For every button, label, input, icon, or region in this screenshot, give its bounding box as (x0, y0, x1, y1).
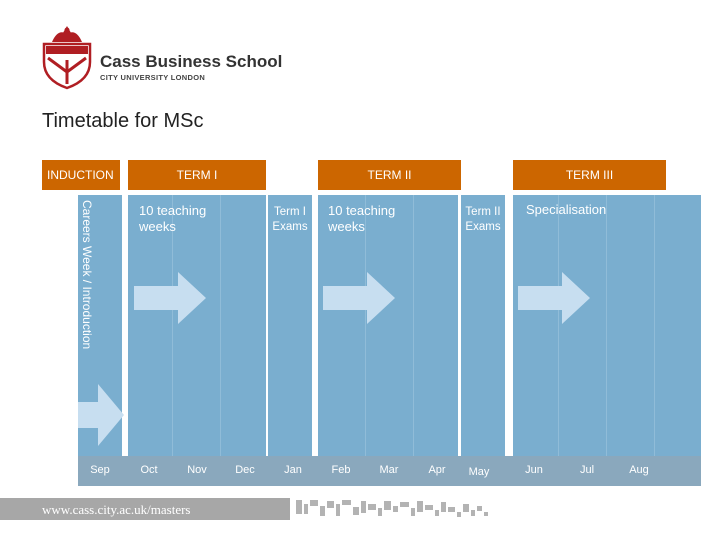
term3-column (513, 195, 701, 457)
arrow-right-icon (323, 272, 395, 324)
induction-text-wrap: Careers Week / Introduction (79, 200, 109, 380)
term2-band: TERM II (318, 160, 461, 190)
university-name: CITY UNIVERSITY LONDON (100, 73, 206, 82)
term1-exams-text: Term I Exams (272, 206, 308, 233)
arrow-right-icon (78, 384, 124, 446)
month-divider (172, 195, 173, 457)
footer-url: www.cass.city.ac.uk/masters (42, 502, 191, 517)
month-label-jul: Jul (579, 464, 595, 476)
month-label-oct: Oct (140, 464, 158, 476)
month-divider (413, 195, 414, 457)
arrow-right-icon (518, 272, 590, 324)
month-label-sep: Sep (90, 464, 110, 476)
induction-text: Careers Week / Introduction (80, 200, 94, 350)
month-label-jan: Jan (284, 464, 302, 476)
arrow-right-icon (134, 272, 206, 324)
crest-icon (42, 26, 92, 90)
month-label-apr: Apr (428, 464, 446, 476)
month-divider (654, 195, 655, 457)
footer-bar (0, 498, 290, 520)
school-name: Cass Business School (100, 52, 283, 71)
term2-label: TERM II (367, 168, 412, 182)
induction-label: INDUCTION (47, 168, 114, 182)
term1-band: TERM I (128, 160, 266, 190)
decorative-pattern (296, 500, 488, 517)
month-divider (220, 195, 221, 457)
month-label-nov: Nov (187, 464, 207, 476)
term2-teaching-text: 10 teaching weeks (328, 203, 396, 234)
term1-label: TERM I (176, 168, 218, 182)
month-divider (365, 195, 366, 457)
month-label-feb: Feb (331, 464, 351, 476)
month-label-dec: Dec (235, 464, 255, 476)
page-title: Timetable for MSc (42, 110, 204, 132)
term3-text: Specialisation (526, 202, 607, 217)
month-label-jun: Jun (525, 464, 543, 476)
month-divider (558, 195, 559, 457)
month-divider (606, 195, 607, 457)
term2-exams-column (461, 195, 505, 457)
term3-band: TERM III (513, 160, 666, 190)
term3-label: TERM III (565, 168, 614, 182)
induction-band: INDUCTION (42, 160, 120, 190)
month-label-aug: Aug (629, 464, 649, 476)
term1-teaching-text: 10 teaching weeks (139, 203, 207, 234)
month-label-may: May (468, 466, 490, 478)
term1-exams-column (268, 195, 312, 457)
term2-exams-text: Term II Exams (465, 206, 501, 233)
term2-teaching-column (318, 195, 458, 457)
month-label-mar: Mar (379, 464, 399, 476)
term1-teaching-column (128, 195, 266, 457)
month-bar (78, 456, 701, 486)
